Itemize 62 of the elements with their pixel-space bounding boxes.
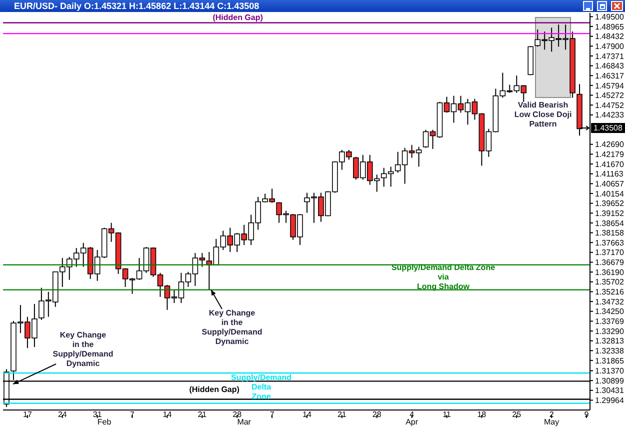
x-tick-label: 4 Apr — [406, 410, 418, 426]
y-tick-label: 1.35702 — [595, 278, 624, 287]
y-tick-label: 1.37663 — [595, 238, 624, 248]
y-tick-label: 1.30899 — [595, 376, 624, 386]
y-tick-label: 1.42690 — [595, 140, 624, 150]
x-tick-label: 14 — [302, 410, 312, 419]
y-tick-label: 1.48432 — [595, 32, 624, 42]
y-tick-label: 1.31865 — [595, 356, 624, 366]
y-tick-label: 1.40154 — [595, 189, 624, 198]
y-tick-label: 1.41670 — [595, 160, 624, 169]
annotation: Valid Bearish Low Close Doji Pattern — [514, 100, 572, 128]
x-tick-label: 2 May — [544, 410, 560, 426]
ref-line-label: (Hidden Gap) — [189, 385, 240, 394]
x-tick-label: 28 — [232, 410, 242, 419]
y-tick-label: 1.44752 — [595, 100, 624, 110]
y-tick-label: 1.36190 — [595, 268, 624, 277]
y-tick-label: 1.33769 — [595, 317, 624, 326]
y-tick-label: 1.29964 — [595, 396, 624, 406]
x-tick-label: 11 — [442, 410, 452, 419]
y-tick-label: 1.46317 — [595, 71, 624, 80]
y-tick-label: 1.39152 — [595, 208, 624, 218]
y-tick-label: 1.42179 — [595, 150, 624, 160]
text: 1.43508 — [594, 124, 624, 132]
y-tick-label: 1.45272 — [595, 91, 624, 100]
y-tick-label: 1.47900 — [595, 42, 624, 51]
y-tick-label: 1.48965 — [595, 22, 624, 32]
y-tick-label: 1.38654 — [595, 218, 624, 228]
x-tick-label: 25 — [512, 410, 522, 419]
annotation: Key Change in the Supply/Demand Dynamic — [202, 308, 262, 346]
y-tick-label: 1.32338 — [595, 346, 624, 356]
y-tick-label: 1.33290 — [595, 326, 624, 336]
ref-line-label: (Hidden Gap) — [212, 13, 264, 22]
x-tick-label: 24 — [58, 410, 68, 419]
y-tick-label: 1.39652 — [595, 199, 624, 208]
x-tick-label: Feb — [97, 418, 112, 426]
y-tick-label: 1.46843 — [595, 62, 624, 71]
x-tick-label: 18 — [477, 410, 487, 419]
x-tick-label: 21 — [337, 410, 347, 419]
y-tick-label: 1.34250 — [595, 307, 624, 316]
x-tick-label: 21 — [198, 410, 208, 419]
y-tick-label: 1.44233 — [595, 110, 624, 120]
x-tick-label: 28 — [372, 410, 382, 419]
y-tick-label: 1.34732 — [595, 297, 624, 306]
x-tick-label: 14 — [162, 410, 172, 419]
y-tick-label: 1.30431 — [595, 386, 624, 396]
y-tick-label: 1.47371 — [595, 52, 624, 61]
y-tick-label: 1.40657 — [595, 179, 624, 188]
x-tick-label: Mar — [237, 418, 252, 426]
x-tick-label: 17 — [23, 410, 32, 419]
y-tick-label: 1.45794 — [595, 81, 624, 90]
y-tick-label: 1.32813 — [595, 336, 624, 346]
y-tick-label: 1.38158 — [595, 228, 624, 238]
ref-line-label: Supply/Demand Delta Zone via Long Shadow — [391, 262, 496, 291]
y-tick-label: 1.37170 — [595, 248, 624, 258]
chart-title: EUR/USD- Daily O:1.45321 H:1.45862 L:1.43144 C:1.43508 — [14, 0, 260, 12]
y-tick-label: 1.36679 — [595, 258, 624, 268]
y-tick-label: 1.49500 — [595, 12, 624, 22]
y-tick-label: 1.41163 — [595, 170, 624, 179]
x-tick-label: 31 — [92, 410, 102, 419]
y-tick-label: 1.31370 — [595, 366, 624, 376]
annotation: Key Change in the Supply/Demand Dynamic — [52, 330, 114, 368]
y-tick-label: 1.35216 — [595, 288, 624, 297]
